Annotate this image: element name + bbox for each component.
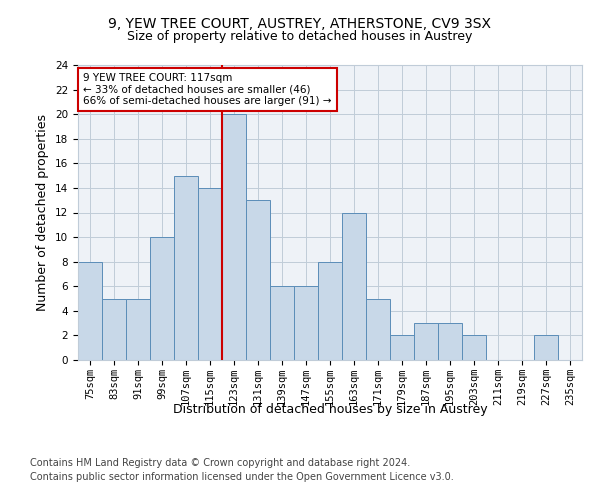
Text: 9, YEW TREE COURT, AUSTREY, ATHERSTONE, CV9 3SX: 9, YEW TREE COURT, AUSTREY, ATHERSTONE, … bbox=[109, 18, 491, 32]
Text: Contains HM Land Registry data © Crown copyright and database right 2024.: Contains HM Land Registry data © Crown c… bbox=[30, 458, 410, 468]
Bar bbox=[222, 114, 246, 360]
Text: 9 YEW TREE COURT: 117sqm
← 33% of detached houses are smaller (46)
66% of semi-d: 9 YEW TREE COURT: 117sqm ← 33% of detach… bbox=[83, 73, 331, 106]
Bar bbox=[438, 323, 462, 360]
Bar bbox=[366, 298, 390, 360]
Bar bbox=[414, 323, 438, 360]
Bar bbox=[174, 176, 198, 360]
Bar bbox=[390, 336, 414, 360]
Bar bbox=[534, 336, 558, 360]
Bar bbox=[246, 200, 270, 360]
Bar bbox=[126, 298, 150, 360]
Text: Contains public sector information licensed under the Open Government Licence v3: Contains public sector information licen… bbox=[30, 472, 454, 482]
Bar bbox=[318, 262, 342, 360]
Text: Distribution of detached houses by size in Austrey: Distribution of detached houses by size … bbox=[173, 402, 487, 415]
Bar bbox=[198, 188, 222, 360]
Bar bbox=[270, 286, 294, 360]
Bar bbox=[150, 237, 174, 360]
Y-axis label: Number of detached properties: Number of detached properties bbox=[37, 114, 49, 311]
Bar bbox=[78, 262, 102, 360]
Bar bbox=[462, 336, 486, 360]
Bar bbox=[102, 298, 126, 360]
Text: Size of property relative to detached houses in Austrey: Size of property relative to detached ho… bbox=[127, 30, 473, 43]
Bar bbox=[294, 286, 318, 360]
Bar bbox=[342, 212, 366, 360]
